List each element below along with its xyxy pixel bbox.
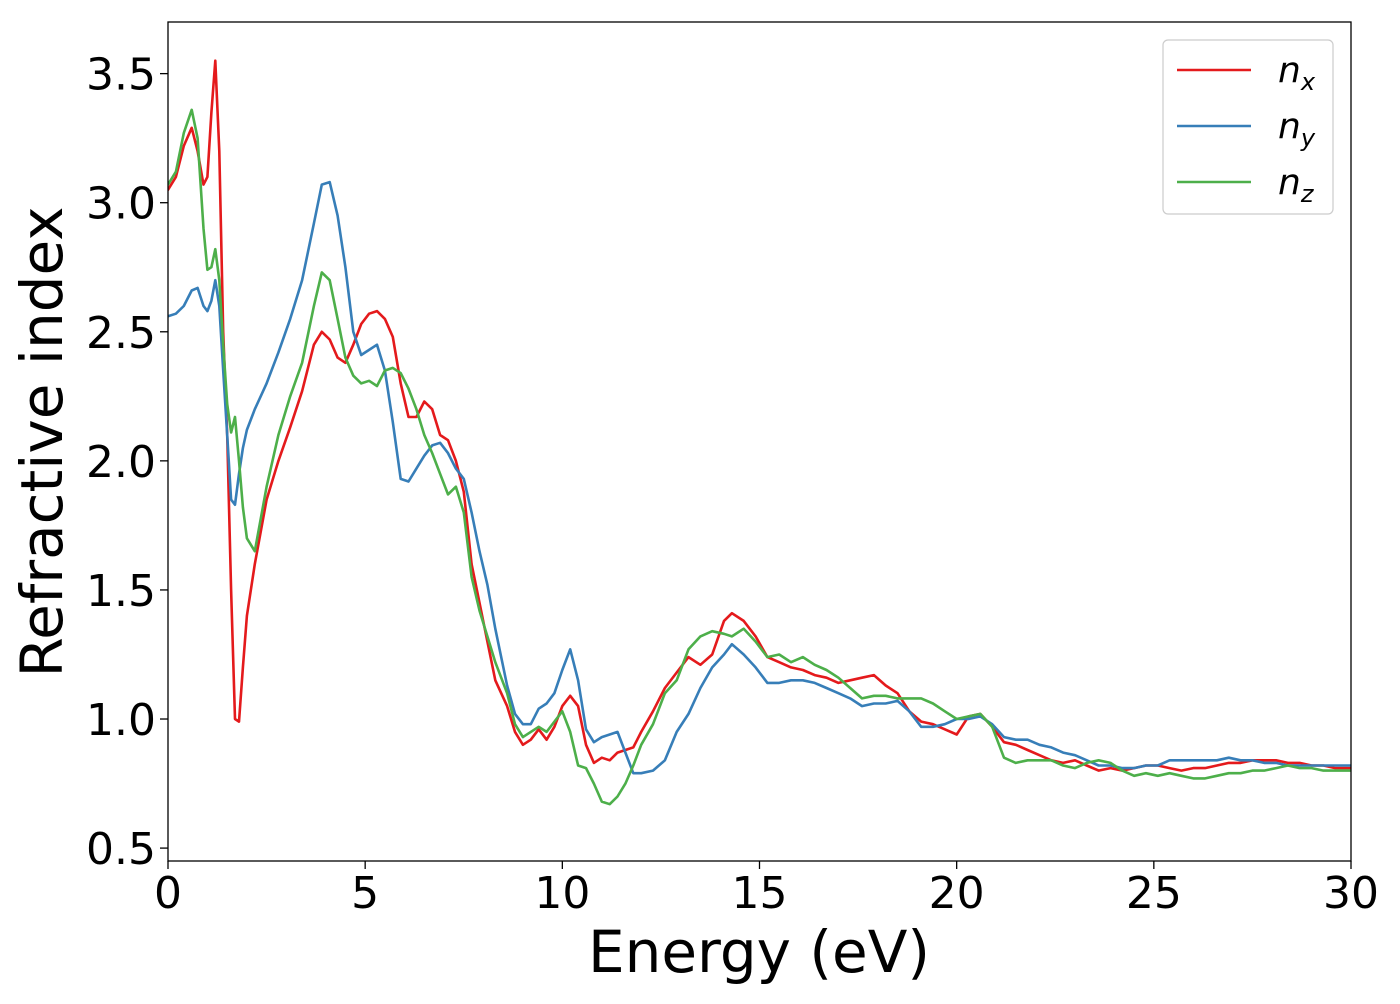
y-axis-ticks: 0.5 1.0 1.5 2.0 2.5 3.0 3.5 [86,50,168,875]
axes-frame [167,21,1352,862]
y-tick-label: 2.5 [86,308,156,359]
x-tick-label: 0 [154,868,182,919]
axis-labels: Energy (eV) Refractive index [8,206,930,986]
y-tick-label: 0.5 [86,824,156,875]
y-tick-label: 3.0 [86,179,156,230]
x-axis-label: Energy (eV) [588,918,930,986]
x-tick-label: 10 [534,868,590,919]
legend: nx ny nz [1162,39,1334,215]
y-axis-label: Refractive index [8,206,76,677]
series-line-n-x [168,59,1351,772]
y-tick-label: 1.5 [86,566,156,617]
plot-area [168,59,1351,806]
y-tick-label: 2.0 [86,437,156,488]
series-line-n-y [168,180,1351,775]
series-line-n-z [168,108,1351,806]
x-tick-label: 15 [732,868,788,919]
legend-label-x: nx [1278,50,1316,96]
y-tick-label: 3.5 [86,50,156,101]
x-axis-ticks: 0 5 10 15 20 25 30 [154,861,1379,919]
x-tick-label: 30 [1323,868,1379,919]
legend-label-z: nz [1278,162,1315,208]
y-tick-label: 1.0 [86,695,156,746]
x-tick-label: 25 [1126,868,1182,919]
x-tick-label: 20 [929,868,985,919]
legend-label-y: ny [1278,106,1316,152]
x-tick-label: 5 [351,868,379,919]
